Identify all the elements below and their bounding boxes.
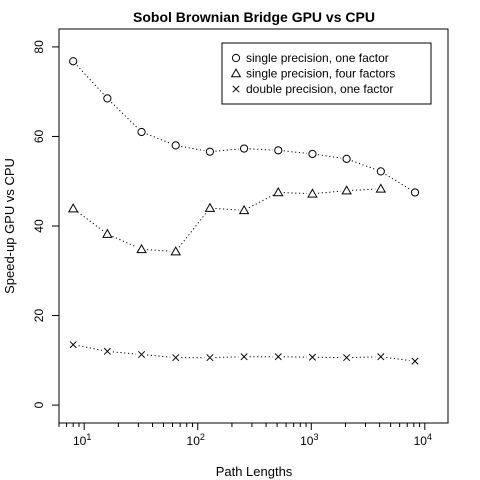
series-1-point-5 xyxy=(238,204,250,215)
legend-label-2: double precision, one factor xyxy=(246,82,393,96)
series-0-point-6 xyxy=(274,146,283,155)
series-0-segment xyxy=(351,160,376,170)
series-2-point-9 xyxy=(377,353,385,361)
series-2-segment xyxy=(112,351,137,355)
x-tick-label-0: 101 xyxy=(73,432,91,448)
series-2-point-5 xyxy=(240,353,248,361)
series-2-segment xyxy=(215,356,239,358)
series-1-point-6 xyxy=(273,187,284,197)
series-1-point-0 xyxy=(67,203,79,213)
x-tick-label-2: 103 xyxy=(300,432,318,448)
series-1-segment xyxy=(178,212,207,248)
y-tick-label-0: 0 xyxy=(32,401,46,408)
series-0-point-4 xyxy=(205,147,215,156)
series-1-segment xyxy=(112,235,137,248)
x-tick-label-1: 102 xyxy=(187,432,205,448)
x-axis: 101 102 103 104 xyxy=(58,423,432,448)
series-1-segment xyxy=(317,190,342,194)
series-0-segment xyxy=(283,150,308,154)
series-0-segment xyxy=(215,148,239,152)
series-2-segment xyxy=(386,356,410,361)
series-2-point-1 xyxy=(103,347,111,355)
series-2-point-2 xyxy=(137,350,146,359)
series-0-segment xyxy=(110,101,138,129)
series-1-segment xyxy=(77,211,104,232)
series-0-segment xyxy=(76,64,105,95)
series-0-point-2 xyxy=(137,127,146,137)
series-2-point-6 xyxy=(274,353,282,361)
series-2-point-0 xyxy=(69,341,77,349)
series-0-point-0 xyxy=(69,57,78,66)
series-1-point-7 xyxy=(307,188,318,198)
series-0-segment xyxy=(146,133,171,144)
series-1-segment xyxy=(215,207,239,211)
series-0-point-5 xyxy=(239,144,249,153)
series-1-segment xyxy=(147,249,171,252)
y-tick-label-3: 60 xyxy=(32,129,46,143)
series-2-point-10 xyxy=(411,357,419,365)
series-1-point-4 xyxy=(204,202,216,212)
series-0-segment xyxy=(249,148,273,151)
series-2-point-3 xyxy=(172,354,180,362)
y-axis-label: Speed-up GPU vs CPU xyxy=(2,158,17,294)
series-2-segment xyxy=(78,345,103,351)
series-1-segment xyxy=(248,194,274,209)
x-axis-label: Path Lengths xyxy=(216,464,293,479)
legend-label-1: single precision, four factors xyxy=(246,67,395,81)
series-0-point-3 xyxy=(171,141,180,150)
series-0-point-9 xyxy=(376,167,385,176)
legend-label-0: single precision, one factor xyxy=(246,51,389,65)
series-0-segment xyxy=(317,154,342,159)
series-1-point-2 xyxy=(136,243,147,254)
legend-box xyxy=(221,42,432,105)
y-tick-label-2: 40 xyxy=(32,219,46,233)
series-1-segment xyxy=(283,192,307,195)
y-tick-label-4: 80 xyxy=(32,40,46,54)
legend-marker-2 xyxy=(232,85,240,93)
series-1 xyxy=(67,183,387,256)
x-tick-label-3: 104 xyxy=(414,432,432,448)
y-tick-label-1: 20 xyxy=(32,309,46,323)
series-2-point-8 xyxy=(343,354,351,362)
series-2-segment xyxy=(352,356,376,358)
series-1-point-3 xyxy=(170,246,181,256)
series-1-point-8 xyxy=(341,185,352,195)
series-0 xyxy=(69,57,420,197)
series-0-point-8 xyxy=(342,154,351,163)
series-0-point-1 xyxy=(103,94,112,103)
y-axis: 0 20 40 60 80 xyxy=(32,40,59,408)
series-layer xyxy=(67,57,420,365)
series-1-segment xyxy=(352,188,376,191)
series-2 xyxy=(69,341,419,365)
series-2-point-4 xyxy=(206,354,214,362)
chart-title: Sobol Brownian Bridge GPU vs CPU xyxy=(133,9,375,25)
series-0-point-10 xyxy=(410,188,420,197)
legend-marker-0 xyxy=(231,53,241,63)
series-2-segment xyxy=(146,354,171,358)
series-0-segment xyxy=(181,145,205,152)
legend-marker-1 xyxy=(230,68,242,78)
series-0-point-7 xyxy=(308,149,317,159)
series-0-segment xyxy=(385,173,411,190)
legend: single precision, one factor single preci… xyxy=(221,42,432,105)
series-2-point-7 xyxy=(308,353,317,361)
series-1-point-9 xyxy=(375,183,387,193)
series-1-point-1 xyxy=(102,228,113,238)
